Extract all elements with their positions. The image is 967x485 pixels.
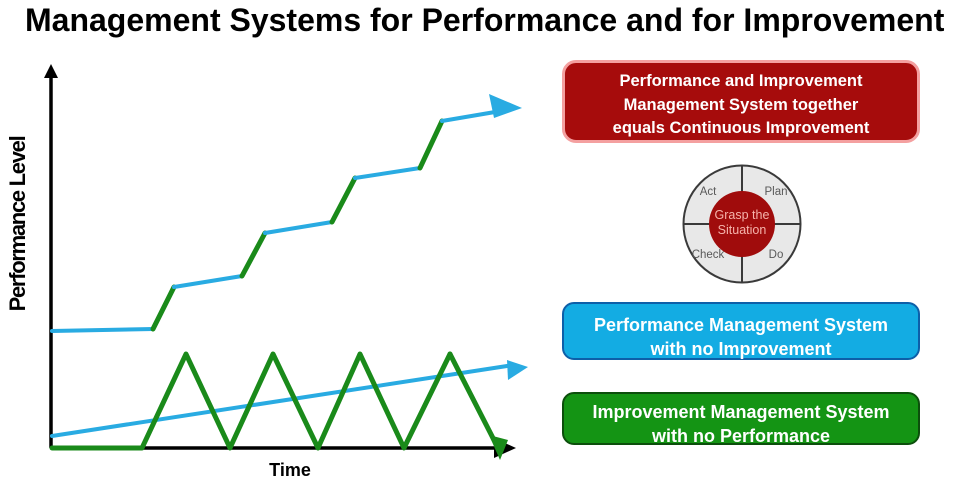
svg-text:Check: Check <box>692 249 725 261</box>
svg-text:Plan: Plan <box>764 186 787 198</box>
svg-text:Situation: Situation <box>718 223 767 237</box>
svg-text:Do: Do <box>769 249 784 261</box>
svg-text:Grasp the: Grasp the <box>715 208 770 222</box>
svg-text:Act: Act <box>700 186 717 198</box>
